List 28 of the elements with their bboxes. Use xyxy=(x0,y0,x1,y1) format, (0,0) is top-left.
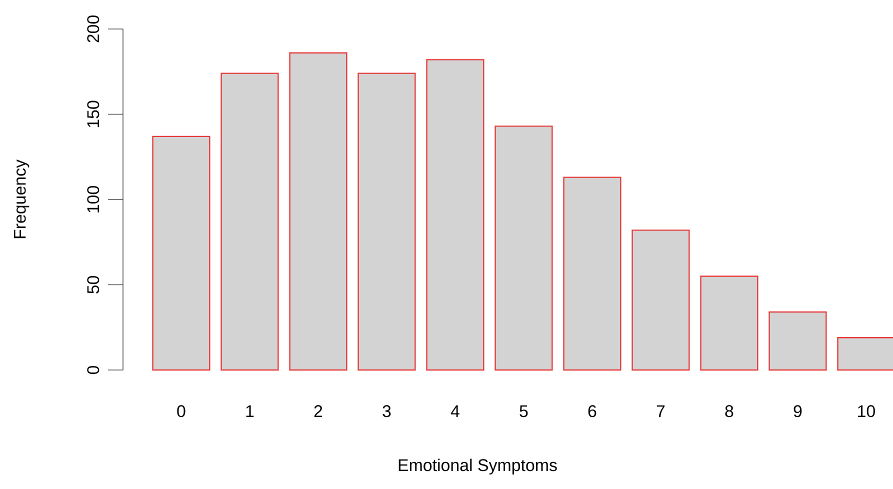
bar xyxy=(426,59,484,371)
x-axis-title: Emotional Symptoms xyxy=(398,458,557,475)
y-tick-label: 200 xyxy=(87,16,100,42)
y-tick-label: 50 xyxy=(87,276,100,294)
y-tick-label: 0 xyxy=(87,366,100,374)
bar xyxy=(152,136,210,371)
bar xyxy=(632,230,690,371)
x-tick-label: 9 xyxy=(794,405,802,418)
bar xyxy=(563,176,622,371)
x-tick-label: 7 xyxy=(656,405,665,417)
bar xyxy=(289,52,348,371)
bar xyxy=(494,126,553,371)
x-tick-label: 1 xyxy=(246,405,254,417)
x-tick-label: 8 xyxy=(725,405,734,418)
y-axis-title: Frequency xyxy=(14,160,30,238)
y-tick-label: 100 xyxy=(87,186,100,212)
x-tick-label: 4 xyxy=(450,405,460,417)
x-tick-label: 2 xyxy=(314,405,322,417)
x-tick-label: 3 xyxy=(382,405,391,418)
x-tick-label: 5 xyxy=(520,405,528,418)
x-tick-label: 0 xyxy=(177,405,186,418)
bar xyxy=(700,276,758,371)
y-tick-label: 150 xyxy=(87,100,100,128)
bar xyxy=(358,72,416,371)
bar xyxy=(768,311,827,371)
x-tick-label: 10 xyxy=(858,405,875,418)
x-tick-label: 6 xyxy=(588,405,596,418)
bar xyxy=(220,72,279,371)
